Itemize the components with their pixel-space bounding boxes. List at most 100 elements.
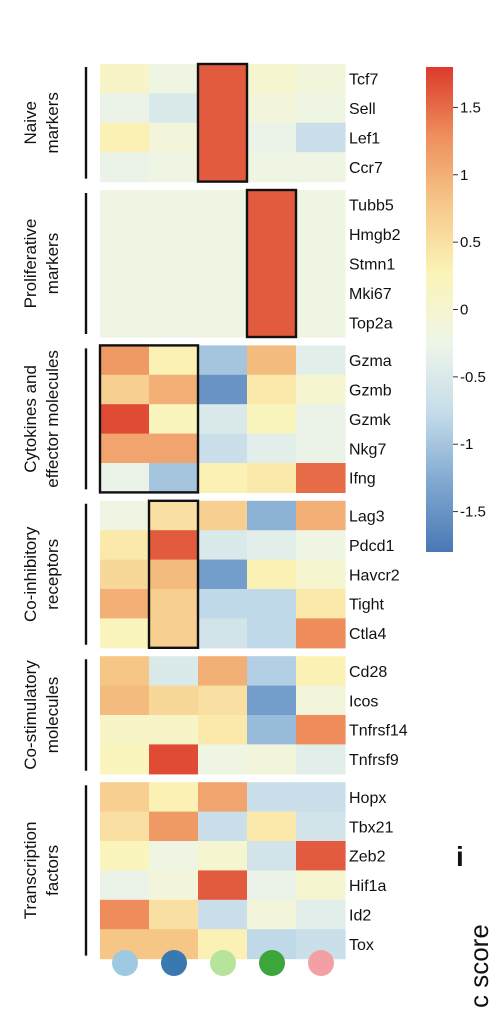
heatmap-cell: [100, 744, 150, 775]
heatmap-cell: [198, 715, 248, 745]
heatmap-cell: [247, 345, 297, 376]
gene-label: Id2: [349, 908, 371, 925]
colorbar-gradient: [426, 67, 453, 552]
heatmap-cell: [296, 219, 346, 250]
heatmap-cell: [100, 618, 150, 649]
heatmap-cell: [100, 811, 150, 842]
cluster-dots: [112, 950, 334, 976]
heatmap-cell: [198, 530, 248, 561]
heatmap-cell: [296, 715, 346, 745]
heatmap-cell: [247, 278, 297, 309]
heatmap-cell: [247, 500, 297, 531]
heatmap-cell: [296, 122, 346, 153]
heatmap-cell: [198, 463, 248, 493]
gene-label: Pdcd1: [349, 538, 394, 555]
heatmap-cell: [149, 618, 199, 649]
heatmap-cell: [149, 278, 199, 309]
colorbar-tick-label: -1: [460, 436, 473, 453]
gene-label: Tnfrsf9: [349, 752, 399, 769]
heatmap-cell: [149, 307, 199, 338]
heatmap-cell: [149, 404, 199, 435]
gene-label: Nkg7: [349, 441, 386, 458]
heatmap-cell: [247, 433, 297, 464]
heatmap-cell: [149, 530, 199, 561]
heatmap-cell: [198, 618, 248, 649]
gene-label: Stmn1: [349, 257, 395, 274]
heatmap-cell: [100, 870, 150, 901]
highlight-box: [147, 499, 200, 649]
heatmap-cell: [149, 219, 199, 250]
heatmap-cell: [100, 559, 150, 590]
gene-label: Tcf7: [349, 72, 378, 89]
heatmap-cell: [198, 374, 248, 405]
heatmap-cell: [296, 530, 346, 561]
heatmap-cell: [100, 782, 150, 813]
gene-label: Hopx: [349, 790, 386, 807]
heatmap-cell: [198, 219, 248, 250]
heatmap-cell: [149, 122, 199, 153]
group-label: Naive: [21, 101, 40, 144]
heatmap-cell: [247, 404, 297, 435]
gene-labels: Tcf7 Sell Lef1 Ccr7 Tubb5 Hmgb2 Stmn1 Mki67 Top2…: [349, 72, 408, 954]
group-label: markers: [43, 92, 62, 153]
heatmap-cell: [149, 93, 199, 124]
heatmap-cell: [198, 345, 248, 376]
heatmap-cell: [198, 811, 248, 842]
heatmap-cell: [198, 307, 248, 338]
heatmap-cell: [149, 559, 199, 590]
group-label: Co-stimulatory: [21, 660, 40, 770]
heatmap-cell: [198, 93, 248, 124]
heatmap-cell: [247, 656, 297, 687]
heatmap-cell: [296, 278, 346, 309]
heatmap-cell: [198, 122, 248, 153]
gene-label: Hmgb2: [349, 227, 401, 244]
heatmap-cell: [198, 899, 248, 930]
heatmap-cell: [247, 841, 297, 871]
gene-label: Tight: [349, 597, 385, 614]
heatmap-cell: [296, 870, 346, 901]
heatmap-cell: [149, 345, 199, 376]
colorbar-tick-label: 1: [460, 167, 468, 184]
heatmap-cell: [100, 500, 150, 531]
heatmap-cell: [247, 559, 297, 590]
heatmap-cell: [100, 404, 150, 435]
heatmap-cell: [296, 899, 346, 930]
gene-label: Tubb5: [349, 198, 394, 215]
heatmap-cell: [247, 307, 297, 338]
gene-label: Gzmb: [349, 383, 392, 400]
heatmap-cell: [296, 345, 346, 376]
heatmap-cell: [198, 782, 248, 813]
heatmap-cell: [100, 64, 150, 94]
gene-label: Ccr7: [349, 160, 383, 177]
gene-label: Tnfrsf14: [349, 723, 408, 740]
heatmap-cell: [100, 307, 150, 338]
heatmap-cell: [100, 122, 150, 153]
heatmap-cell: [198, 870, 248, 901]
group-label: Proliferative: [21, 219, 40, 309]
heatmap-cell: [149, 782, 199, 813]
group-label: receptors: [43, 539, 62, 610]
colorbar-tick-label: 1.5: [460, 99, 481, 116]
colorbar: 1.5 1 0.5 0 -0.5 -1 -1.5: [426, 67, 486, 552]
heatmap-cell: [198, 404, 248, 435]
heatmap-cell: [100, 685, 150, 716]
heatmap-cell: [198, 152, 248, 183]
highlight-box: [245, 188, 298, 339]
heatmap-cell: [247, 463, 297, 493]
heatmap-cell: [296, 618, 346, 649]
heatmap-cell: [247, 899, 297, 930]
heatmap-cell: [296, 404, 346, 435]
heatmap-cell: [247, 811, 297, 842]
heatmap-cell: [247, 744, 297, 775]
group-label: effector molecules: [43, 350, 62, 488]
gene-label: Sell: [349, 101, 376, 118]
heatmap-cell: [247, 715, 297, 745]
heatmap-cell: [247, 685, 297, 716]
heatmap-cell: [100, 374, 150, 405]
group-label: markers: [43, 233, 62, 294]
highlight-box: [196, 62, 249, 183]
heatmap-cell: [149, 715, 199, 745]
heatmap-cell: [247, 589, 297, 619]
heatmap-cell: [198, 685, 248, 716]
